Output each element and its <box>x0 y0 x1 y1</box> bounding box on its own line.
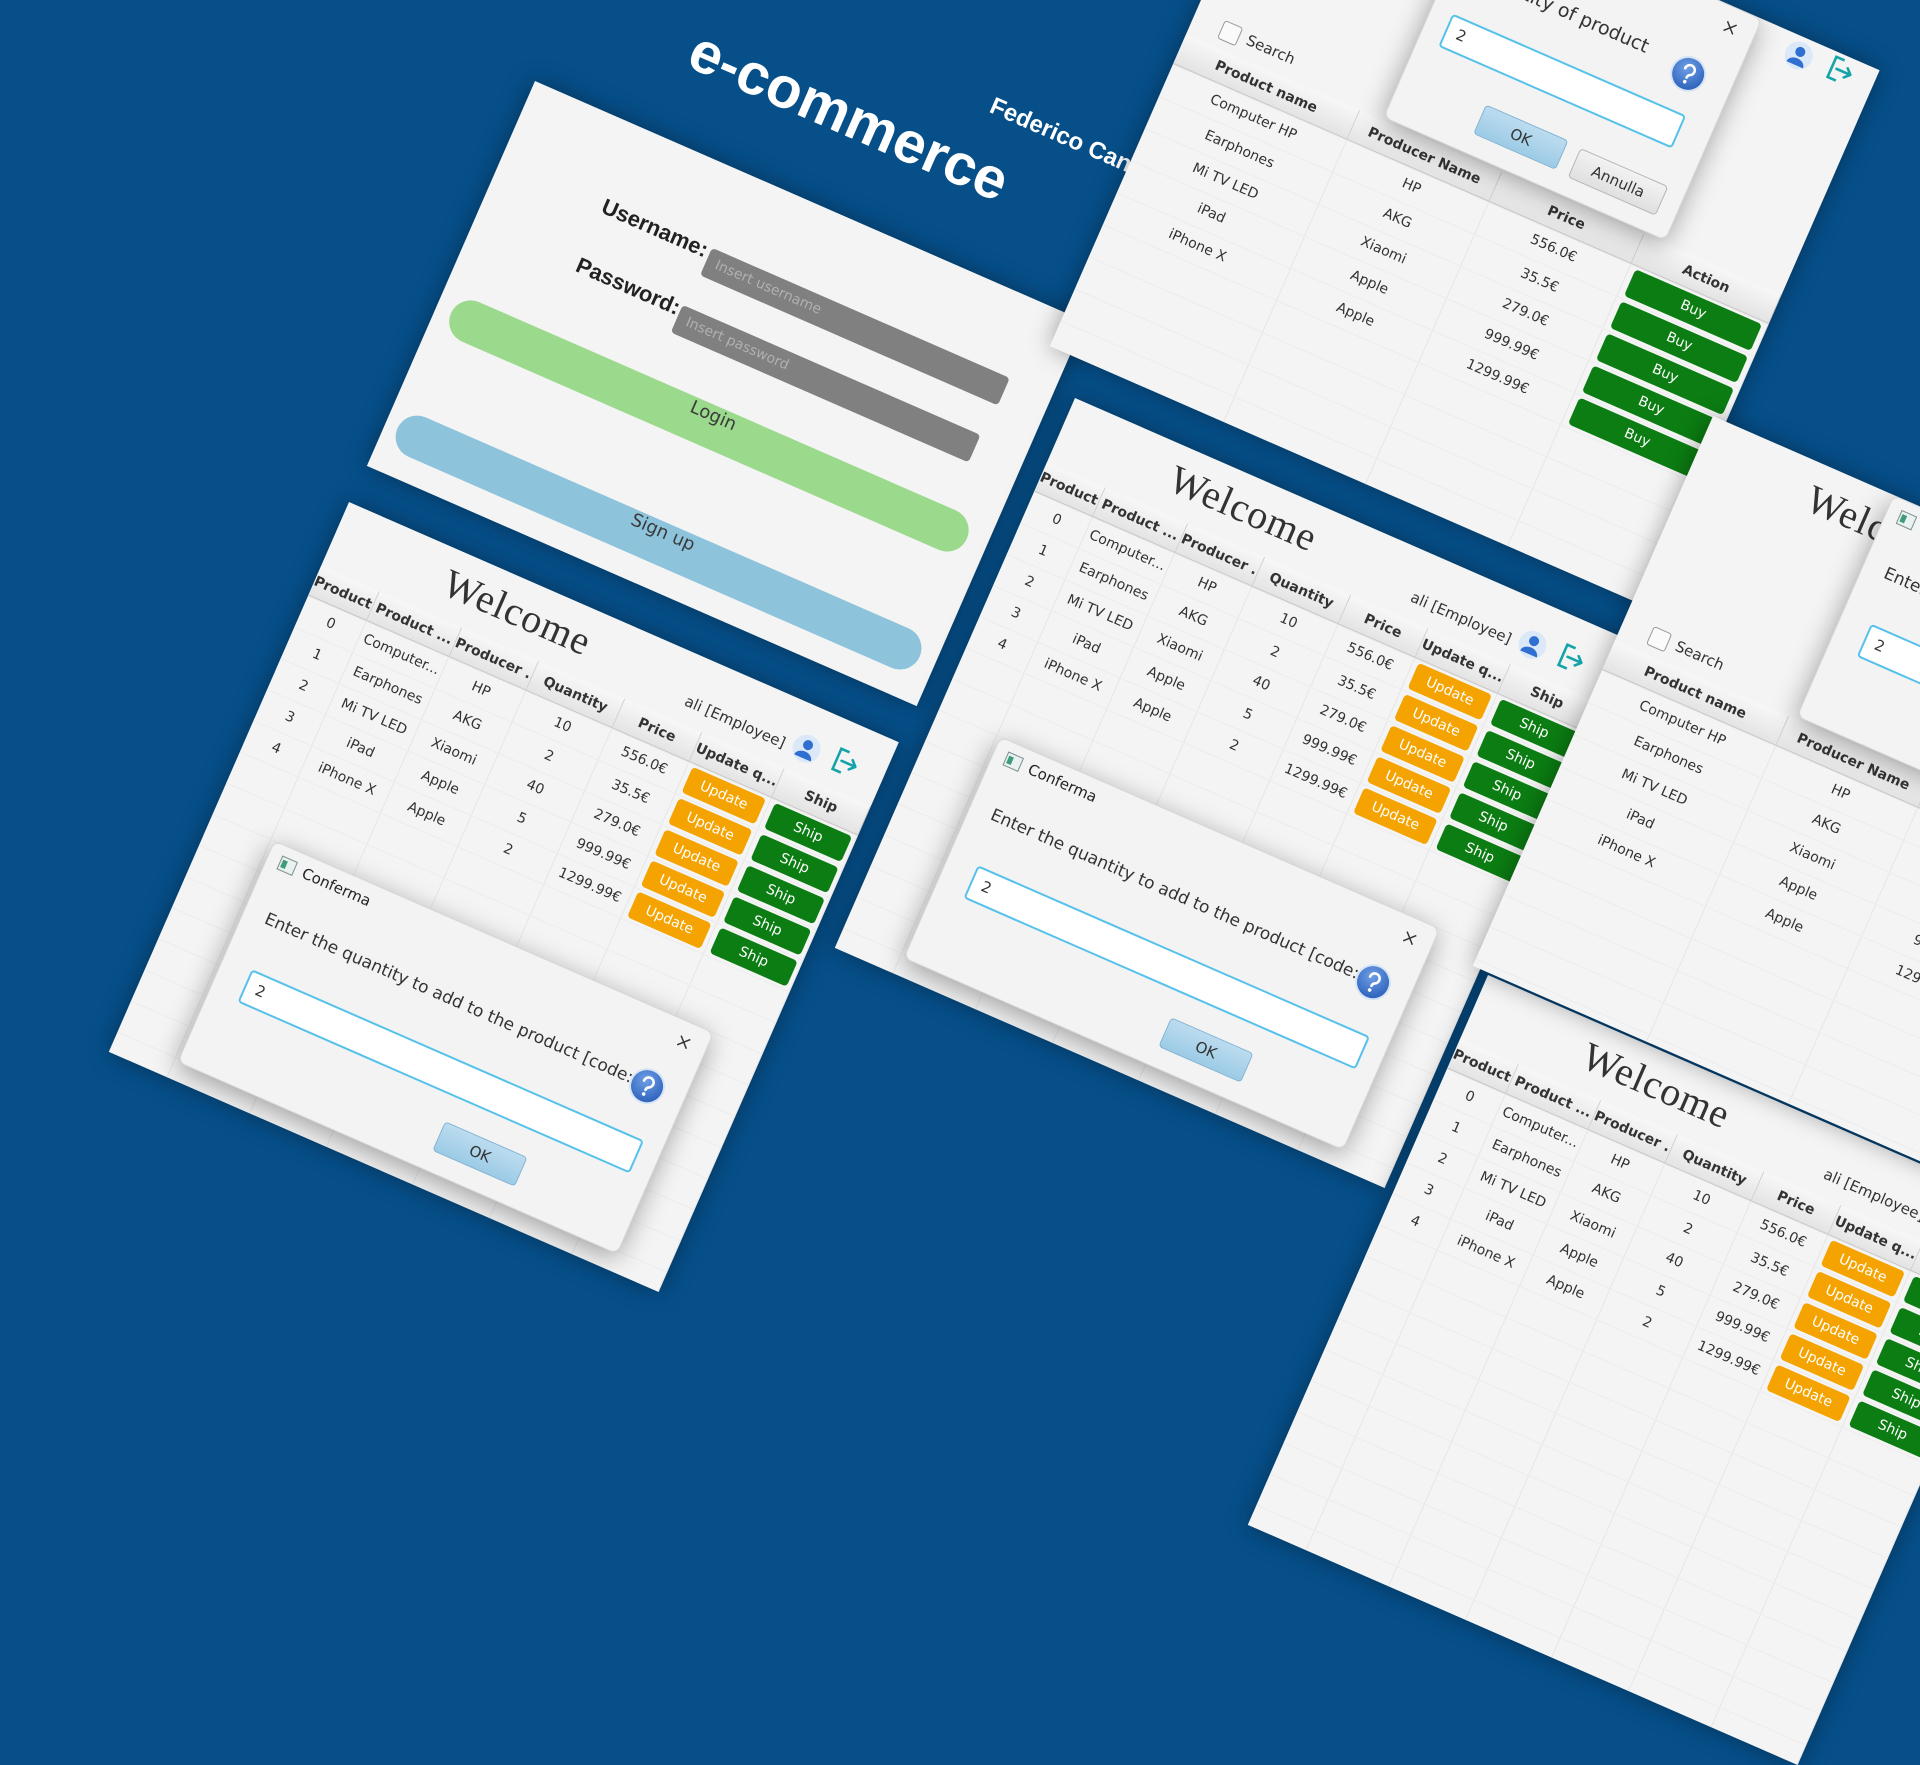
ok-button[interactable]: OK <box>432 1121 528 1187</box>
search-checkbox[interactable] <box>1646 625 1673 653</box>
row-divider <box>1283 1442 1834 1684</box>
user-icon[interactable] <box>1777 36 1818 79</box>
ok-button[interactable]: OK <box>1473 104 1569 170</box>
row-divider <box>1256 1504 1807 1746</box>
logout-icon[interactable] <box>1818 49 1862 95</box>
user-icon[interactable] <box>1511 625 1552 668</box>
row-divider <box>1310 1380 1861 1622</box>
dialog-icon <box>274 855 299 881</box>
dialog-title: Conferma <box>299 864 374 911</box>
dialog-icon <box>1000 751 1025 777</box>
help-icon <box>1346 957 1398 1011</box>
logout-icon[interactable] <box>1549 637 1593 683</box>
help-icon <box>1662 49 1714 103</box>
search-checkbox[interactable] <box>1217 19 1244 47</box>
dialog-icon <box>1893 509 1918 535</box>
close-button[interactable] <box>1399 928 1419 951</box>
close-button[interactable] <box>673 1032 693 1055</box>
username-label: Username: <box>597 193 713 263</box>
quantity-dialog: Quantity of product 2 OK Annulla <box>1383 0 1763 241</box>
user-icon[interactable] <box>785 729 826 772</box>
dialog-title: Conferma <box>1025 760 1100 807</box>
close-button[interactable] <box>1719 18 1739 41</box>
logout-icon[interactable] <box>823 741 867 787</box>
cancel-button[interactable]: Annulla <box>1567 147 1669 216</box>
row-divider <box>1269 1473 1821 1715</box>
ok-button[interactable]: OK <box>1158 1017 1254 1083</box>
row-divider <box>1297 1411 1848 1653</box>
password-label: Password: <box>572 252 685 320</box>
page: e-commerce Federico Canali Username: Ins… <box>108 0 1920 1765</box>
